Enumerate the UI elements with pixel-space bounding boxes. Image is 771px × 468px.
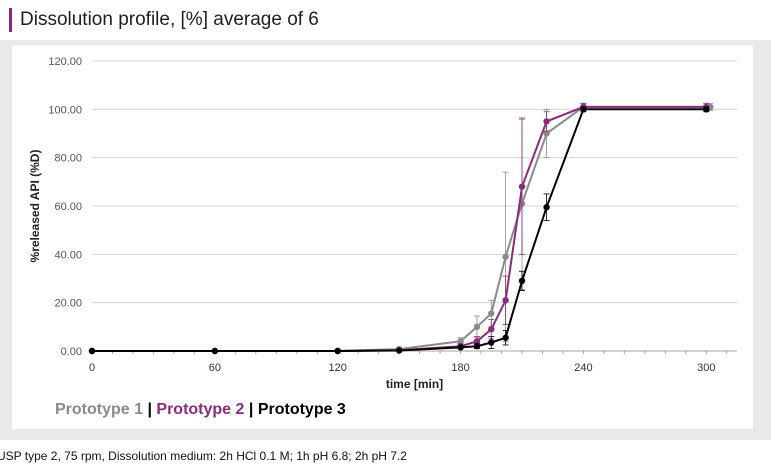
data-point-prototype-3 xyxy=(88,347,96,355)
data-point-prototype-1 xyxy=(543,130,550,137)
data-point-prototype-3 xyxy=(502,334,509,341)
y-tick-label: 100.00 xyxy=(48,104,82,116)
data-point-prototype-3 xyxy=(473,342,481,350)
x-axis-label: time [min] xyxy=(386,377,443,391)
dissolution-chart: 0.00 20.00 40.00 60.00 80.00 100.00 120.00 0 60 1… xyxy=(28,56,737,391)
y-tick-label: 80.00 xyxy=(54,153,82,165)
x-tick-label: 300 xyxy=(697,362,715,374)
y-tick-label: 0.00 xyxy=(61,346,82,358)
data-point-prototype-2 xyxy=(518,183,526,190)
y-tick-label: 40.00 xyxy=(54,249,82,261)
x-tick-label: 120 xyxy=(329,362,347,374)
header: Dissolution profile, [%] average of 6 xyxy=(0,0,771,40)
data-point-prototype-1 xyxy=(457,338,464,345)
x-tick-label: 60 xyxy=(209,362,221,374)
legend: Prototype 1 | Prototype 2 | Prototype 3 xyxy=(55,401,346,419)
legend-item-prototype-3: Prototype 3 xyxy=(257,401,346,418)
data-point-prototype-3 xyxy=(703,106,710,113)
x-tick-label: 0 xyxy=(89,362,95,374)
data-point-prototype-3 xyxy=(518,277,526,285)
legend-item-prototype-1: Prototype 1 xyxy=(55,401,144,418)
page-title: Dissolution profile, [%] average of 6 xyxy=(20,9,319,30)
data-point-prototype-2 xyxy=(488,326,495,333)
data-point-prototype-2 xyxy=(543,118,550,125)
series-line-prototype-3 xyxy=(92,108,707,352)
data-point-prototype-3 xyxy=(543,204,550,211)
series-line-prototype-1 xyxy=(92,105,711,352)
data-point-prototype-1 xyxy=(488,310,495,317)
y-axis-label: %released API (%D) xyxy=(28,150,42,263)
legend-item-prototype-2: Prototype 2 xyxy=(156,401,245,418)
data-point-prototype-3 xyxy=(488,339,495,346)
legend-separator: | xyxy=(147,401,152,418)
data-point-prototype-2 xyxy=(502,297,509,304)
data-point-prototype-1 xyxy=(502,253,509,260)
data-point-prototype-3 xyxy=(334,347,341,355)
data-point-prototype-3 xyxy=(395,347,403,354)
title-accent-bar xyxy=(9,8,12,32)
x-tick-label: 180 xyxy=(451,362,469,374)
footnote: USP type 2, 75 rpm, Dissolution medium: … xyxy=(0,449,407,463)
data-point-prototype-2 xyxy=(473,338,481,345)
data-point-prototype-1 xyxy=(473,323,481,331)
data-point-prototype-3 xyxy=(457,344,464,351)
y-tick-label: 120.00 xyxy=(48,56,82,68)
x-tick-label: 240 xyxy=(574,362,592,374)
plot-panel: 0.00 20.00 40.00 60.00 80.00 100.00 120.00 0 60 1… xyxy=(12,45,753,429)
data-point-prototype-3 xyxy=(580,106,587,113)
data-point-prototype-3 xyxy=(211,347,219,355)
y-tick-label: 60.00 xyxy=(54,201,82,213)
y-tick-label: 20.00 xyxy=(54,298,82,310)
series-line-prototype-2 xyxy=(92,105,707,352)
legend-separator: | xyxy=(248,401,254,418)
